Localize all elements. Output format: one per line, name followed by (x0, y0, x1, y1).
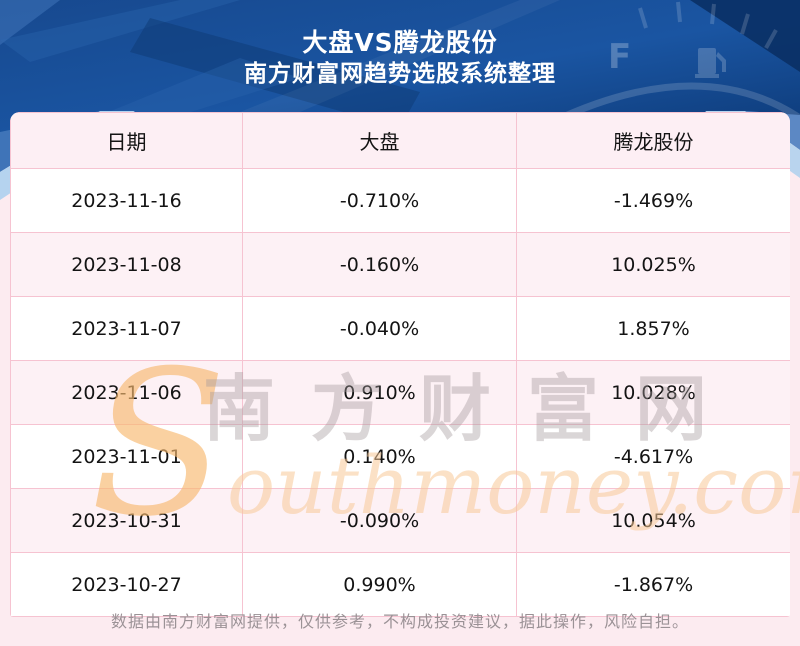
date-cell: 2023-10-31 (10, 488, 243, 553)
gauge-f-label: F (608, 37, 631, 77)
dapan-cell: -0.160% (242, 232, 517, 297)
tenglong-cell: 10.054% (516, 488, 790, 553)
column-header-dapan: 大盘 (242, 112, 517, 169)
tenglong-cell: 1.857% (516, 296, 790, 361)
machinery-photo-art (0, 0, 560, 134)
date-cell: 2023-11-01 (10, 424, 243, 489)
dapan-cell: 0.140% (242, 424, 517, 489)
date-cell: 2023-11-08 (10, 232, 243, 297)
table-row: 2023-10-31 -0.090% 10.054% (10, 488, 790, 553)
date-cell: 2023-11-16 (10, 168, 243, 233)
table-card: 日期 大盘 腾龙股份 2023-11-16 -0.710% -1.469% 2023-… (10, 112, 790, 617)
date-cell: 2023-10-27 (10, 552, 243, 617)
table-body: 2023-11-16 -0.710% -1.469% 2023-11-08 -0.160… (10, 168, 790, 617)
table-header-row: 日期 大盘 腾龙股份 (10, 112, 790, 169)
header-titles: 大盘VS腾龙股份 南方财富网趋势选股系统整理 (0, 0, 800, 89)
table-row: 2023-11-16 -0.710% -1.469% (10, 168, 790, 233)
dapan-cell: -0.090% (242, 488, 517, 553)
column-header-date: 日期 (10, 112, 243, 169)
tenglong-cell: 10.028% (516, 360, 790, 425)
date-cell: 2023-11-07 (10, 296, 243, 361)
tenglong-cell: 10.025% (516, 232, 790, 297)
dapan-cell: -0.710% (242, 168, 517, 233)
column-header-tenglong: 腾龙股份 (516, 112, 790, 169)
tenglong-cell: -4.617% (516, 424, 790, 489)
tenglong-cell: -1.469% (516, 168, 790, 233)
comparison-table: 日期 大盘 腾龙股份 2023-11-16 -0.710% -1.469% 2023-… (10, 112, 790, 617)
dapan-cell: -0.040% (242, 296, 517, 361)
table-row: 2023-11-07 -0.040% 1.857% (10, 296, 790, 361)
date-cell: 2023-11-06 (10, 360, 243, 425)
table-row: 2023-10-27 0.990% -1.867% (10, 552, 790, 617)
tenglong-cell: -1.867% (516, 552, 790, 617)
gas-pump-icon (695, 48, 726, 78)
dapan-cell: 0.910% (242, 360, 517, 425)
disclaimer-text: 数据由南方财富网提供，仅供参考，不构成投资建议，据此操作，风险自担。 (110, 612, 689, 631)
dark-corner-art (690, 0, 800, 72)
table-row: 2023-11-06 0.910% 10.028% (10, 360, 790, 425)
page-subtitle: 南方财富网趋势选股系统整理 (244, 61, 556, 87)
table-row: 2023-11-01 0.140% -4.617% (10, 424, 790, 489)
page-title: 大盘VS腾龙股份 (302, 28, 498, 57)
dapan-cell: 0.990% (242, 552, 517, 617)
table-row: 2023-11-08 -0.160% 10.025% (10, 232, 790, 297)
